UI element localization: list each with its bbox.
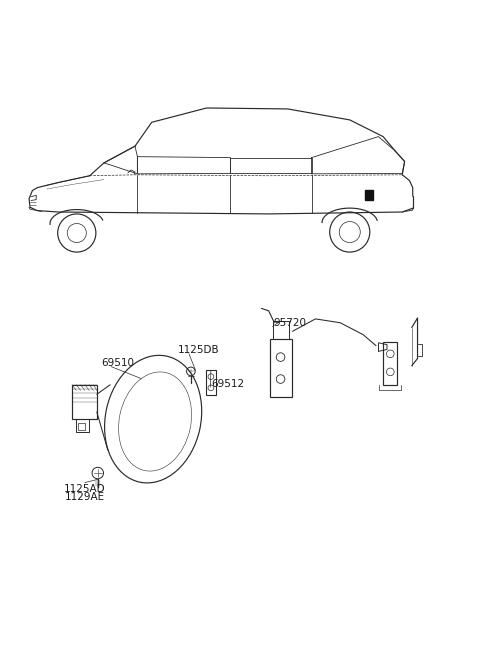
Bar [72,384,97,419]
Bar [205,371,216,395]
Text: 69512: 69512 [211,379,244,388]
Bar [76,419,89,432]
Bar [274,322,288,339]
Text: 1125DB: 1125DB [178,345,219,355]
Bar [365,190,372,200]
Text: 1125AD: 1125AD [64,483,106,494]
Text: 69510: 69510 [102,358,134,368]
Text: 95720: 95720 [274,318,306,328]
Bar [78,423,85,430]
Text: 1129AE: 1129AE [65,492,105,502]
Bar [270,339,292,397]
Bar [383,342,397,384]
